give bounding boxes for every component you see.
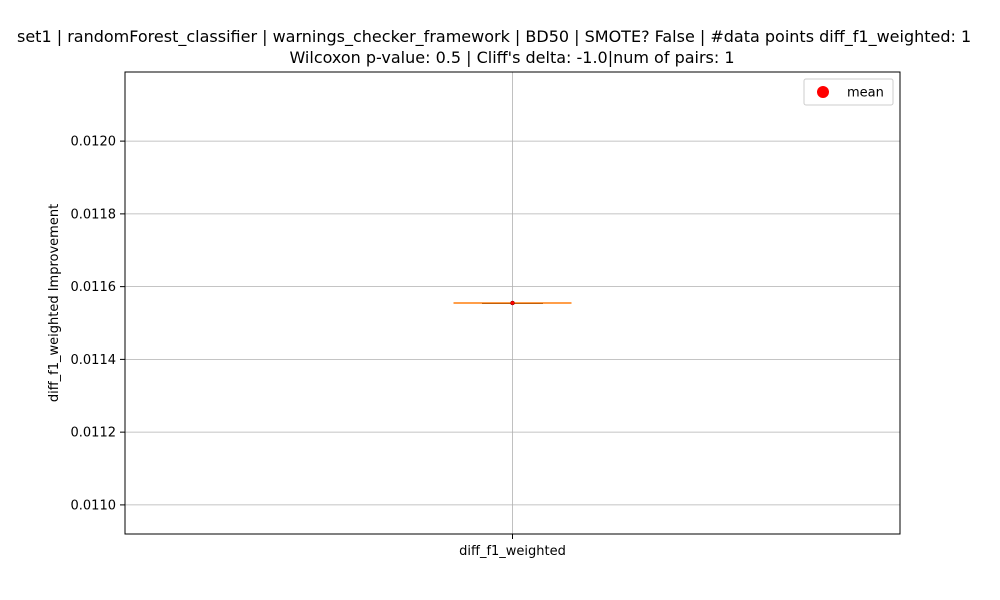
legend-mean-marker [817,86,829,98]
x-tick-label: diff_f1_weighted [459,544,566,559]
y-tick-label: 0.0118 [71,207,117,222]
chart-title-line2: Wilcoxon p-value: 0.5 | Cliff's delta: -… [289,48,735,67]
y-axis-ticks: 0.0110 0.0112 0.0114 0.0116 0.0118 0.0120 [71,135,125,513]
mean-marker [510,300,515,306]
x-axis-ticks: diff_f1_weighted [459,534,566,559]
y-axis-label: diff_f1_weighted Improvement [47,204,62,402]
legend: mean [803,78,894,106]
y-tick-label: 0.0110 [71,498,117,513]
chart-title-line1: set1 | randomForest_classifier | warning… [17,27,972,46]
plot-frame [124,71,901,535]
legend-mean-label: mean [847,86,884,101]
y-tick-label: 0.0120 [71,135,117,150]
legend-box [803,78,894,106]
box-layer [453,300,572,306]
y-tick-label: 0.0112 [71,426,117,441]
y-tick-label: 0.0114 [71,353,117,368]
y-tick-label: 0.0116 [71,280,117,295]
